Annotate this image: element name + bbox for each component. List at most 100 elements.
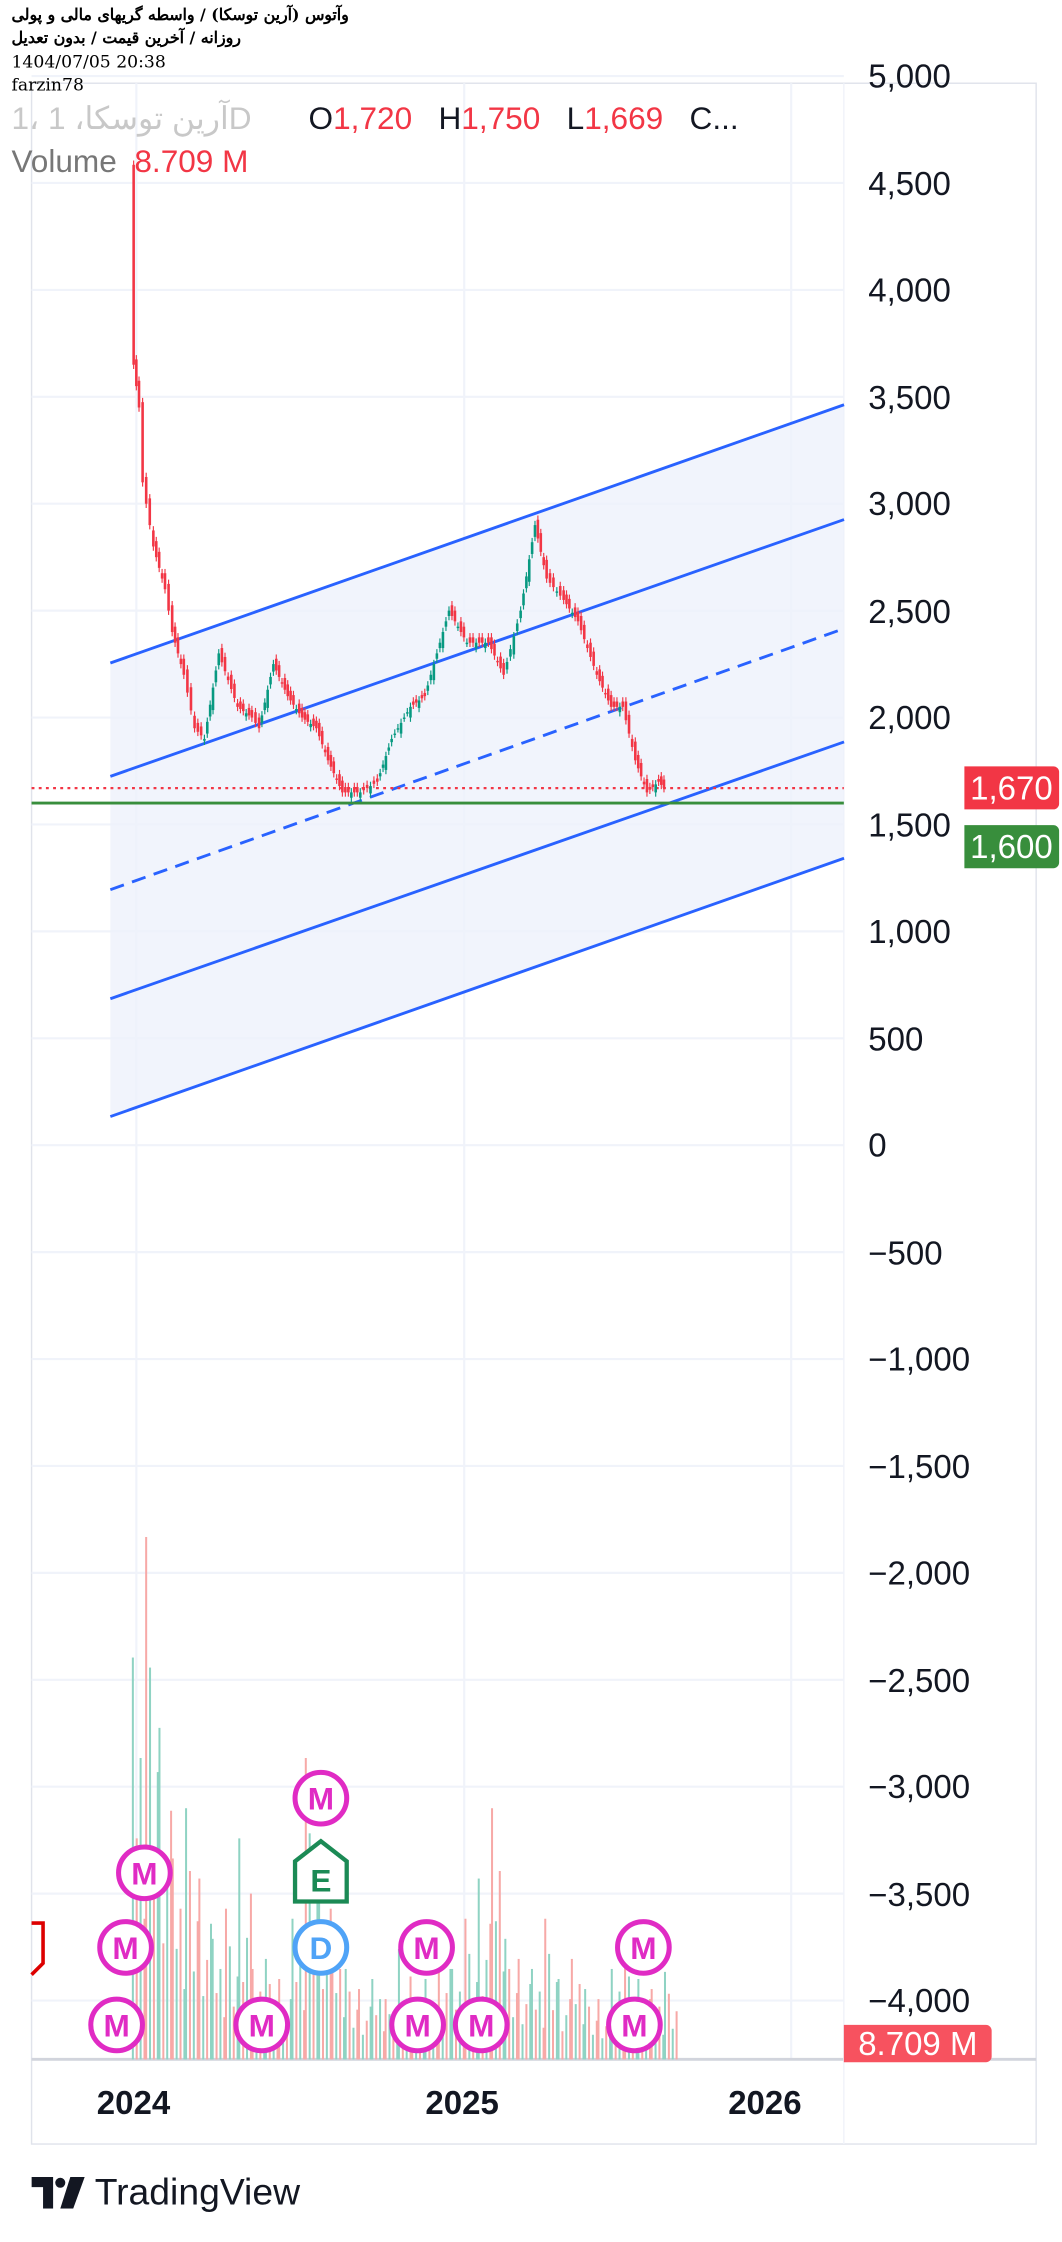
x-tick-2024: 2024 [96,2083,171,2122]
volume-bar [215,1993,218,2060]
volume-bar [521,2024,524,2060]
candle [525,576,528,589]
volume-bar [185,1808,188,2060]
volume-bar [388,2014,391,2060]
candle [573,607,577,618]
candle [277,665,281,677]
candle [412,701,415,705]
volume-bar [451,1968,454,2060]
candle [365,784,369,789]
candle [203,738,206,741]
volume-bar [663,1971,666,2060]
volume-bar [139,1757,142,2060]
candle [196,722,200,732]
candle [595,671,599,675]
event-marker-circle [116,1844,173,1902]
y-tick-label: 3,500 [868,378,951,416]
volume-bar [561,2031,564,2060]
volume-bar [331,1938,334,2060]
candle [217,653,221,666]
candle [409,706,412,718]
candle [323,749,327,753]
candle [562,590,565,600]
candle [326,746,330,761]
legend-symbol: 1، آرین توسکا، 1D [11,100,252,137]
candle [335,778,338,780]
y-tick-label: −2,500 [868,1661,971,1699]
candle [450,605,454,616]
candle [132,164,135,365]
candle [372,780,376,784]
event-marker-letter: M [630,1930,656,1966]
volume-bar [392,2038,395,2060]
volume-bar [441,2017,444,2060]
chart-title: وآتوس (آرین توسکا) / واسطه گریهای مالی و… [11,5,349,25]
volume-bar [512,2017,515,2060]
event-marker: M [452,1996,510,2054]
y-tick-label: 2,500 [868,591,951,630]
event-marker: M [398,1919,455,1976]
candle [396,728,400,730]
event-marker-letter: M [413,1930,439,1966]
candle [636,754,640,769]
candle [300,707,304,718]
volume-bar [188,1871,191,2060]
candle [512,636,516,655]
candle [292,695,295,705]
candle [141,402,144,483]
candle [555,591,559,593]
candle [645,779,649,793]
event-marker-letter: M [249,2007,275,2043]
y-tick-label: 0 [868,1126,887,1164]
candle [318,722,321,737]
candle [306,714,310,722]
volume-bar [382,2031,385,2060]
event-marker-letter: M [621,2007,647,2043]
event-marker-circle [452,1996,510,2054]
volume-bar [175,1948,178,2060]
volume-bar [494,1921,497,2060]
candle [312,718,315,727]
candle [350,792,353,798]
candle [522,593,525,606]
volume-bar [437,1938,440,2060]
candle [542,557,546,566]
volume-bar [574,2004,577,2060]
volume-bar [591,2034,594,2060]
candle [359,792,362,798]
volume-bar [504,1938,507,2060]
candle [496,660,499,663]
candle [462,626,466,638]
event-marker-circle [606,1996,663,2054]
volume-bar [445,1993,448,2060]
event-marker: M [88,1996,145,2054]
candle [527,559,531,582]
volume-bar [312,1953,315,2060]
volume-bar [557,1979,560,2060]
volume-bar [289,1999,292,2060]
candle [441,632,445,649]
candle [639,762,643,777]
candle [548,573,552,583]
close-label: C... [689,100,739,137]
tradingview-logo-text: TradingView [94,2169,301,2213]
event-marker-letter: M [404,2007,430,2043]
candle [338,774,341,786]
candle [170,605,174,633]
volume-bar [517,1958,520,2060]
candle [438,642,442,649]
candle [630,738,634,747]
volume-bar [352,2027,355,2060]
candle [471,637,475,643]
earnings-marker-letter: E [310,1862,331,1898]
candle [589,642,592,657]
candle [423,692,427,697]
volume-bar [449,1968,452,2060]
candle [341,780,344,793]
candle [627,714,631,734]
candle [570,612,574,615]
candle [233,683,236,698]
candle [320,730,324,745]
tradingview-logo[interactable]: TradingView [31,2169,301,2214]
